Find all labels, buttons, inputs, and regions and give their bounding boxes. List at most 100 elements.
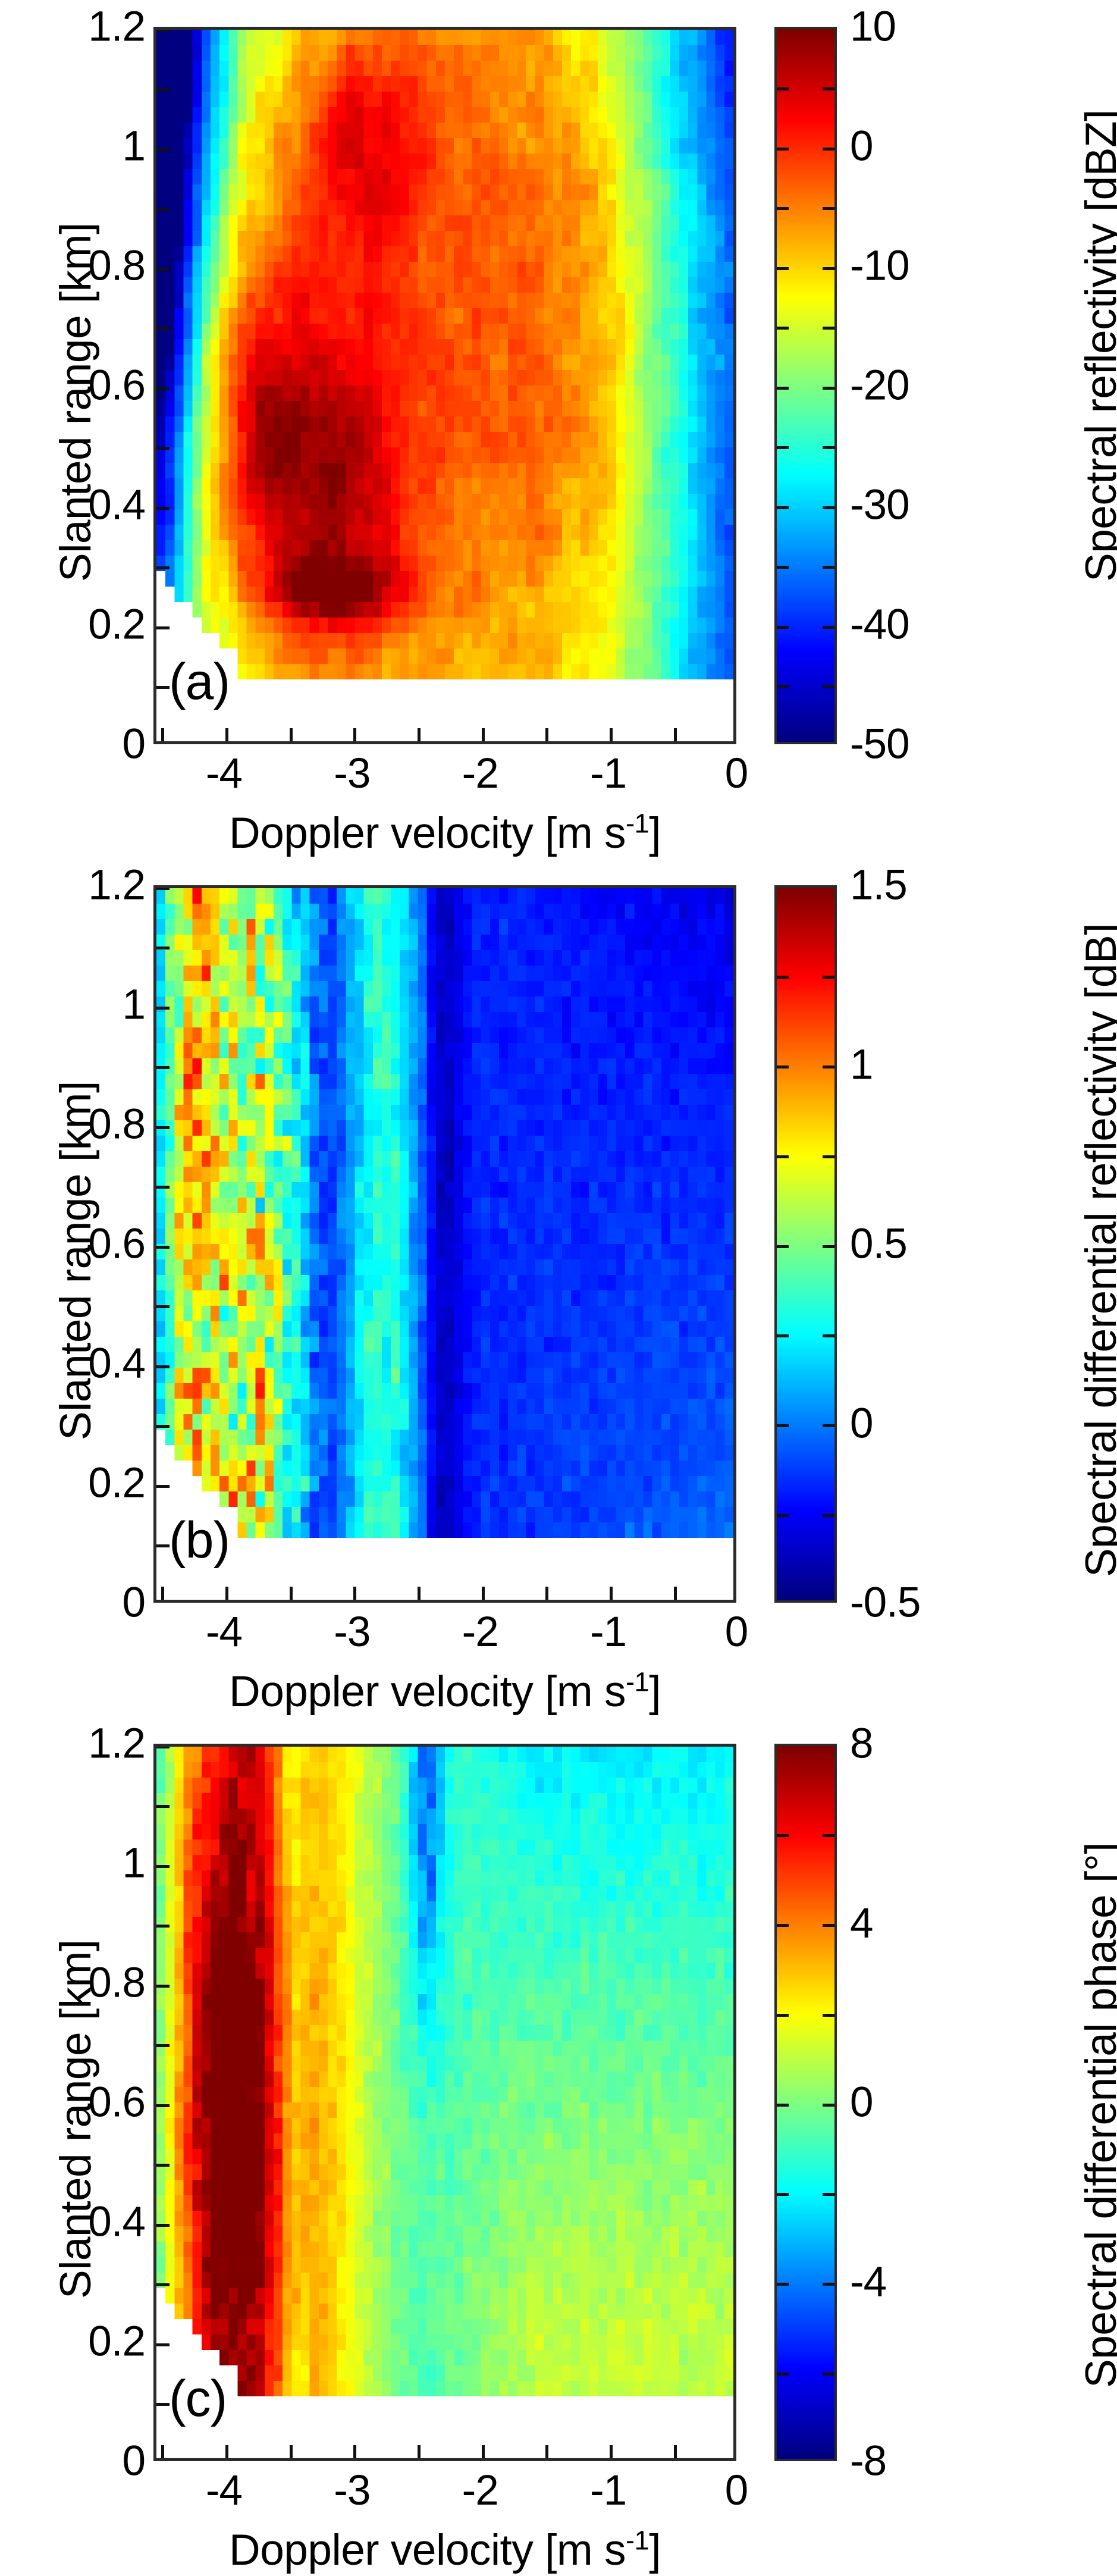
colorbar-tick <box>823 2013 834 2017</box>
colorbar-tick-label: 1.5 <box>850 861 908 909</box>
colorbar-tick <box>823 1334 834 1338</box>
x-axis-title-main: Doppler velocity [m s <box>228 1668 626 1716</box>
colorbar-tick <box>777 976 789 979</box>
x-axis-title: Doppler velocity [m s-1] <box>229 1667 661 1716</box>
y-tick <box>156 1544 170 1547</box>
y-tick <box>156 1186 170 1189</box>
colorbar-tick <box>823 1513 834 1517</box>
plot-area-c <box>153 1744 736 2461</box>
y-tick <box>156 267 170 271</box>
colorbar-tick-label: -0.5 <box>850 1579 921 1627</box>
colorbar-tick <box>777 566 789 569</box>
colorbar-tick <box>777 2103 789 2107</box>
colorbar-tick-label: -4 <box>850 2258 887 2305</box>
y-tick-label: 1.2 <box>88 1720 146 1768</box>
colorbar-tick <box>823 685 834 688</box>
colorbar-tick-label: 0 <box>850 123 873 170</box>
colorbar-c <box>774 1744 837 2461</box>
colorbar-tick <box>823 1066 834 1068</box>
x-axis-title-exponent: -1 <box>625 808 650 839</box>
colorbar-tick <box>823 2283 834 2286</box>
colorbar-tick-label: -40 <box>850 601 910 648</box>
x-tick-label: -4 <box>205 2467 243 2514</box>
x-axis-title-exponent: -1 <box>625 2525 650 2556</box>
colorbar-tick <box>777 207 789 210</box>
y-tick <box>156 1925 170 1928</box>
y-tick-label: 0.4 <box>88 1340 146 1387</box>
y-tick-label: 0.4 <box>88 2198 146 2246</box>
y-tick <box>156 2283 170 2286</box>
x-tick-label: -4 <box>205 750 243 797</box>
y-tick-label: 1.2 <box>88 3 146 51</box>
colorbar-tick <box>777 327 789 330</box>
y-tick <box>156 447 170 450</box>
y-tick-label: 1 <box>122 123 146 170</box>
x-tick <box>353 1587 357 1600</box>
colorbar-tick <box>823 1245 834 1248</box>
y-tick <box>156 1805 170 1808</box>
colorbar-tick <box>823 147 834 151</box>
colorbar-tick <box>823 87 834 90</box>
x-tick <box>418 1587 421 1600</box>
colorbar-tick <box>777 625 789 629</box>
colorbar-title-a: Spectral reflectivity [dBZ] <box>1077 109 1117 582</box>
y-tick-label: 0.2 <box>88 1459 146 1507</box>
y-tick <box>156 2164 170 2167</box>
y-tick <box>156 327 170 330</box>
colorbar-tick <box>777 87 789 90</box>
colorbar-tick-label: 0.5 <box>850 1220 908 1268</box>
colorbar-title-b: Spectral differential reflectivity [dB] <box>1077 923 1117 1577</box>
colorbar-tick <box>777 506 789 509</box>
y-tick <box>156 947 170 949</box>
y-tick-label: 0.4 <box>88 481 146 529</box>
colorbar-tick <box>823 506 834 509</box>
x-tick <box>161 728 165 741</box>
colorbar-tick <box>777 1334 789 1338</box>
panel-label-a: (a) <box>169 653 230 710</box>
colorbar-tick <box>777 2013 789 2017</box>
x-tick <box>418 728 421 741</box>
colorbar-tick <box>823 267 834 270</box>
colorbar-tick-label: 0 <box>850 2079 873 2126</box>
y-tick <box>156 1006 170 1010</box>
y-tick-label: 0 <box>122 2437 146 2485</box>
x-tick <box>161 1587 165 1600</box>
y-axis-title: Slanted range [km] <box>52 222 100 582</box>
y-tick-label: 0.6 <box>88 1220 146 1268</box>
y-tick-label: 1 <box>122 1839 146 1887</box>
y-tick-label: 1.2 <box>88 861 146 909</box>
colorbar-tick-label: 4 <box>850 1900 873 1947</box>
y-tick <box>156 1747 170 1748</box>
x-tick <box>353 2445 357 2458</box>
colorbar-tick <box>777 446 789 449</box>
colorbar-tick-label: 1 <box>850 1041 873 1088</box>
y-tick-label: 0.2 <box>88 601 146 648</box>
x-tick-label: -3 <box>334 750 371 797</box>
panel-label-c: (c) <box>169 2370 227 2427</box>
y-tick-label: 0.8 <box>88 242 146 290</box>
y-tick <box>156 1425 170 1428</box>
y-axis-title: Slanted range [km] <box>52 1081 100 1440</box>
panel-a: (a) -4 -3 -2 -1 0 0 0.2 0.4 0.6 0.8 1 1.2 Doppler vel… <box>0 0 1117 858</box>
colorbar-tick <box>823 327 834 330</box>
colorbar-tick <box>823 976 834 979</box>
x-tick-label: 0 <box>724 1609 748 1656</box>
y-tick-label: 0 <box>122 1579 146 1627</box>
x-axis-title-tail: ] <box>649 2526 661 2574</box>
x-tick <box>289 728 293 741</box>
y-tick <box>156 2223 170 2227</box>
colorbar-tick <box>823 2193 834 2196</box>
colorbar-b <box>774 885 837 1603</box>
colorbar-tick <box>823 1424 834 1427</box>
x-tick <box>225 2445 228 2458</box>
x-tick <box>289 1587 293 1600</box>
x-tick <box>289 2445 293 2458</box>
x-tick <box>610 728 613 741</box>
x-tick <box>418 2445 421 2458</box>
y-tick-label: 0.6 <box>88 2079 146 2126</box>
x-tick <box>610 2445 613 2458</box>
y-tick <box>156 30 170 32</box>
y-tick <box>156 2343 170 2346</box>
colorbar-tick <box>777 147 789 151</box>
